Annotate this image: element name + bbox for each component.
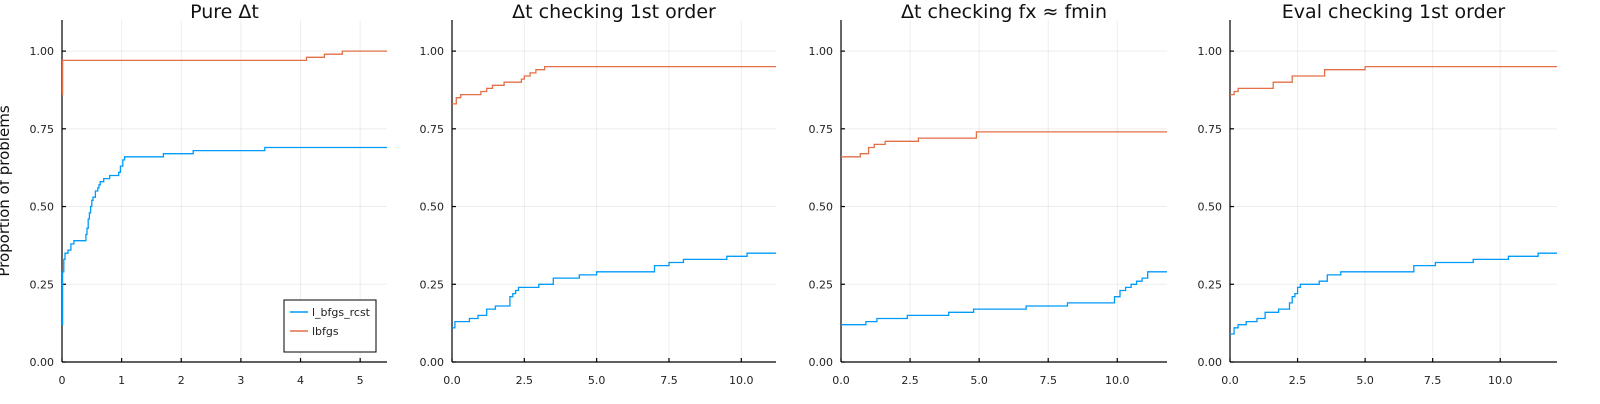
series-line-lbfgs [452,65,776,105]
chart-panel-4: 0.00 0.25 0.50 0.75 1.00 0.0 2.5 5.0 7.5 10.0 Eval… [1198,1,1557,387]
x-tick-label: 5.0 [588,374,606,387]
y-axis-label: Proportion of problems [0,105,13,276]
x-tick-label: 10.0 [1105,374,1130,387]
series-line-lbfgs [1230,65,1557,96]
y-tick-label: 0.25 [1198,278,1223,291]
y-tick-label: 0.50 [420,201,445,214]
series-line-l-bfgs-rcst [61,146,387,326]
series-line-lbfgs [61,50,387,96]
y-tick-label: 0.00 [1198,356,1223,369]
y-tick-label: 0.25 [30,278,55,291]
y-tick-label: 0.75 [30,123,55,136]
series-line-l-bfgs-rcst [452,252,776,329]
x-tick-label: 7.5 [1039,374,1057,387]
x-tick-label: 2.5 [516,374,534,387]
legend-label: l_bfgs_rcst [312,306,371,319]
x-tick-label: 4 [297,374,304,387]
x-tick-label: 5 [357,374,364,387]
chart-title: Δt checking 1st order [512,1,716,23]
y-tick-label: 0.50 [809,201,834,214]
chart-title: Pure Δt [190,1,259,23]
x-tick-label: 7.5 [660,374,678,387]
y-tick-label: 0.75 [420,123,445,136]
y-tick-label: 0.50 [1198,201,1223,214]
y-tick-label: 0.00 [809,356,834,369]
x-tick-label: 10.0 [729,374,754,387]
x-tick-label: 7.5 [1424,374,1442,387]
x-tick-label: 3 [237,374,244,387]
y-tick-label: 0.25 [809,278,834,291]
x-tick-label: 1 [118,374,125,387]
chart-panel-1: 0.00 0.25 0.50 0.75 1.00 0 1 2 3 4 5 Pure Δt Proport… [0,1,387,387]
series-line-lbfgs [841,131,1167,158]
y-tick-label: 1.00 [1198,45,1223,58]
x-tick-label: 2 [178,374,185,387]
x-tick-label: 5.0 [970,374,988,387]
x-tick-label: 0.0 [443,374,461,387]
y-tick-label: 0.75 [809,123,834,136]
chart-panel-3: 0.00 0.25 0.50 0.75 1.00 0.0 2.5 5.0 7.5 10.0 Δt c… [809,1,1167,387]
chart-title: Δt checking fx ≈ fmin [901,1,1107,23]
chart-panel-2: 0.00 0.25 0.50 0.75 1.00 0.0 2.5 5.0 7.5 10.0 Δt c… [420,1,776,387]
series-line-l-bfgs-rcst [1230,252,1557,335]
x-tick-label: 0.0 [1221,374,1239,387]
y-tick-label: 1.00 [30,45,55,58]
series-line-l-bfgs-rcst [841,271,1167,326]
x-tick-label: 2.5 [901,374,919,387]
y-tick-label: 0.25 [420,278,445,291]
x-tick-label: 0 [59,374,66,387]
y-tick-label: 0.75 [1198,123,1223,136]
y-tick-label: 0.00 [30,356,55,369]
x-tick-label: 0.0 [832,374,850,387]
y-tick-label: 1.00 [809,45,834,58]
chart-title: Eval checking 1st order [1282,1,1506,23]
legend-box [283,299,377,353]
legend-label: lbfgs [312,325,339,338]
y-tick-label: 1.00 [420,45,445,58]
y-tick-label: 0.50 [30,201,55,214]
x-tick-label: 2.5 [1289,374,1307,387]
x-tick-label: 10.0 [1488,374,1513,387]
y-tick-label: 0.00 [420,356,445,369]
x-tick-label: 5.0 [1356,374,1374,387]
